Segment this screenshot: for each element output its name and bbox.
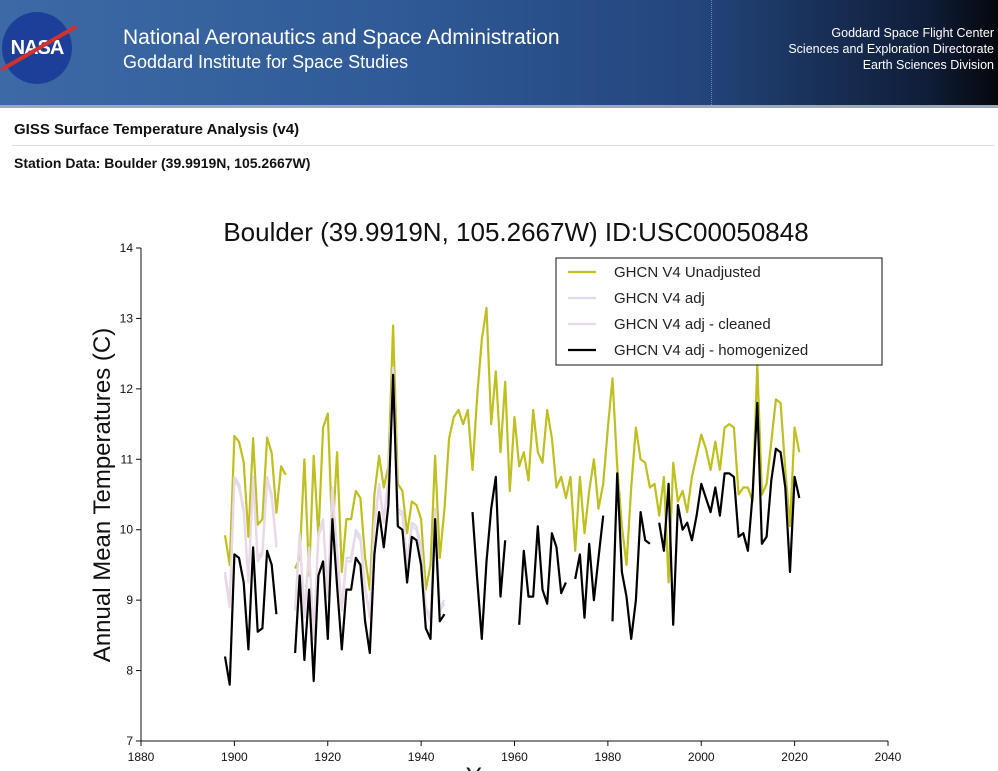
series-ghcn-v4-unadjusted-line [223, 434, 287, 566]
header-right: Goddard Space Flight Center Sciences and… [788, 25, 994, 73]
series-ghcn-v4-adj-cleaned-line [294, 370, 446, 640]
nasa-logo-text: NASA [10, 36, 65, 59]
legend-label: GHCN V4 adj - cleaned [614, 316, 771, 333]
agency-name[interactable]: National Aeronautics and Space Administr… [123, 26, 560, 49]
x-tick-label: 2020 [781, 750, 808, 764]
link-division[interactable]: Earth Sciences Division [862, 58, 994, 72]
y-tick-label: 8 [126, 664, 133, 678]
link-directorate[interactable]: Sciences and Exploration Directorate [788, 42, 994, 56]
legend-label: GHCN V4 adj [614, 290, 705, 307]
x-axis-label: Year [466, 763, 515, 771]
station-heading: Station Data: Boulder (39.9919N, 105.266… [14, 155, 311, 171]
y-tick-label: 7 [126, 734, 133, 748]
y-tick-label: 10 [120, 523, 134, 537]
x-tick-label: 1920 [314, 750, 341, 764]
legend: GHCN V4 Unadjusted GHCN V4 adj GHCN V4 adj… [555, 257, 883, 366]
series-ghcn-v4-adj-homogenized-line [518, 525, 567, 625]
series-ghcn-v4-adj-homogenized-line [223, 546, 278, 686]
legend-label: GHCN V4 Unadjusted [614, 264, 761, 281]
nasa-logo[interactable]: NASA [2, 12, 72, 84]
x-tick-label: 1980 [595, 750, 622, 764]
page-title: GISS Surface Temperature Analysis (v4) [14, 121, 300, 138]
y-tick-label: 12 [120, 382, 134, 396]
series-ghcn-v4-adj-homogenized-line [611, 472, 651, 640]
series-ghcn-v4-adj-homogenized-line [294, 373, 446, 683]
series-ghcn-v4-adj-homogenized-line [658, 401, 801, 626]
x-tick-label: 1880 [128, 750, 155, 764]
chart-title: Boulder (39.9919N, 105.2667W) ID:USC0005… [223, 217, 808, 247]
link-gsfc[interactable]: Goddard Space Flight Center [831, 26, 994, 40]
temperature-chart: Boulder (39.9919N, 105.2667W) ID:USC0005… [89, 217, 902, 771]
site-header: NASA National Aeronautics and Space Admi… [0, 0, 998, 108]
y-axis-label: Annual Mean Temperatures (C) [89, 328, 116, 662]
x-tick-label: 2040 [875, 750, 902, 764]
x-tick-label: 2000 [688, 750, 715, 764]
y-tick-label: 9 [126, 593, 133, 607]
divider [12, 145, 994, 146]
x-tick-label: 1940 [408, 750, 435, 764]
series-ghcn-v4-adj-homogenized-line [574, 515, 605, 619]
x-tick-label: 1960 [501, 750, 528, 764]
series-ghcn-v4-adj-homogenized-line [471, 475, 507, 640]
institute-name[interactable]: Goddard Institute for Space Studies [123, 52, 409, 72]
legend-label: GHCN V4 adj - homogenized [614, 342, 808, 359]
series-ghcn-v4-adj-cleaned-line [223, 479, 278, 609]
y-tick-label: 13 [120, 311, 134, 325]
x-tick-label: 1900 [221, 750, 248, 764]
y-tick-label: 14 [120, 241, 134, 255]
header-divider [711, 0, 712, 105]
y-tick-label: 11 [121, 452, 134, 466]
series-ghcn-v4-unadjusted-line [294, 306, 801, 591]
